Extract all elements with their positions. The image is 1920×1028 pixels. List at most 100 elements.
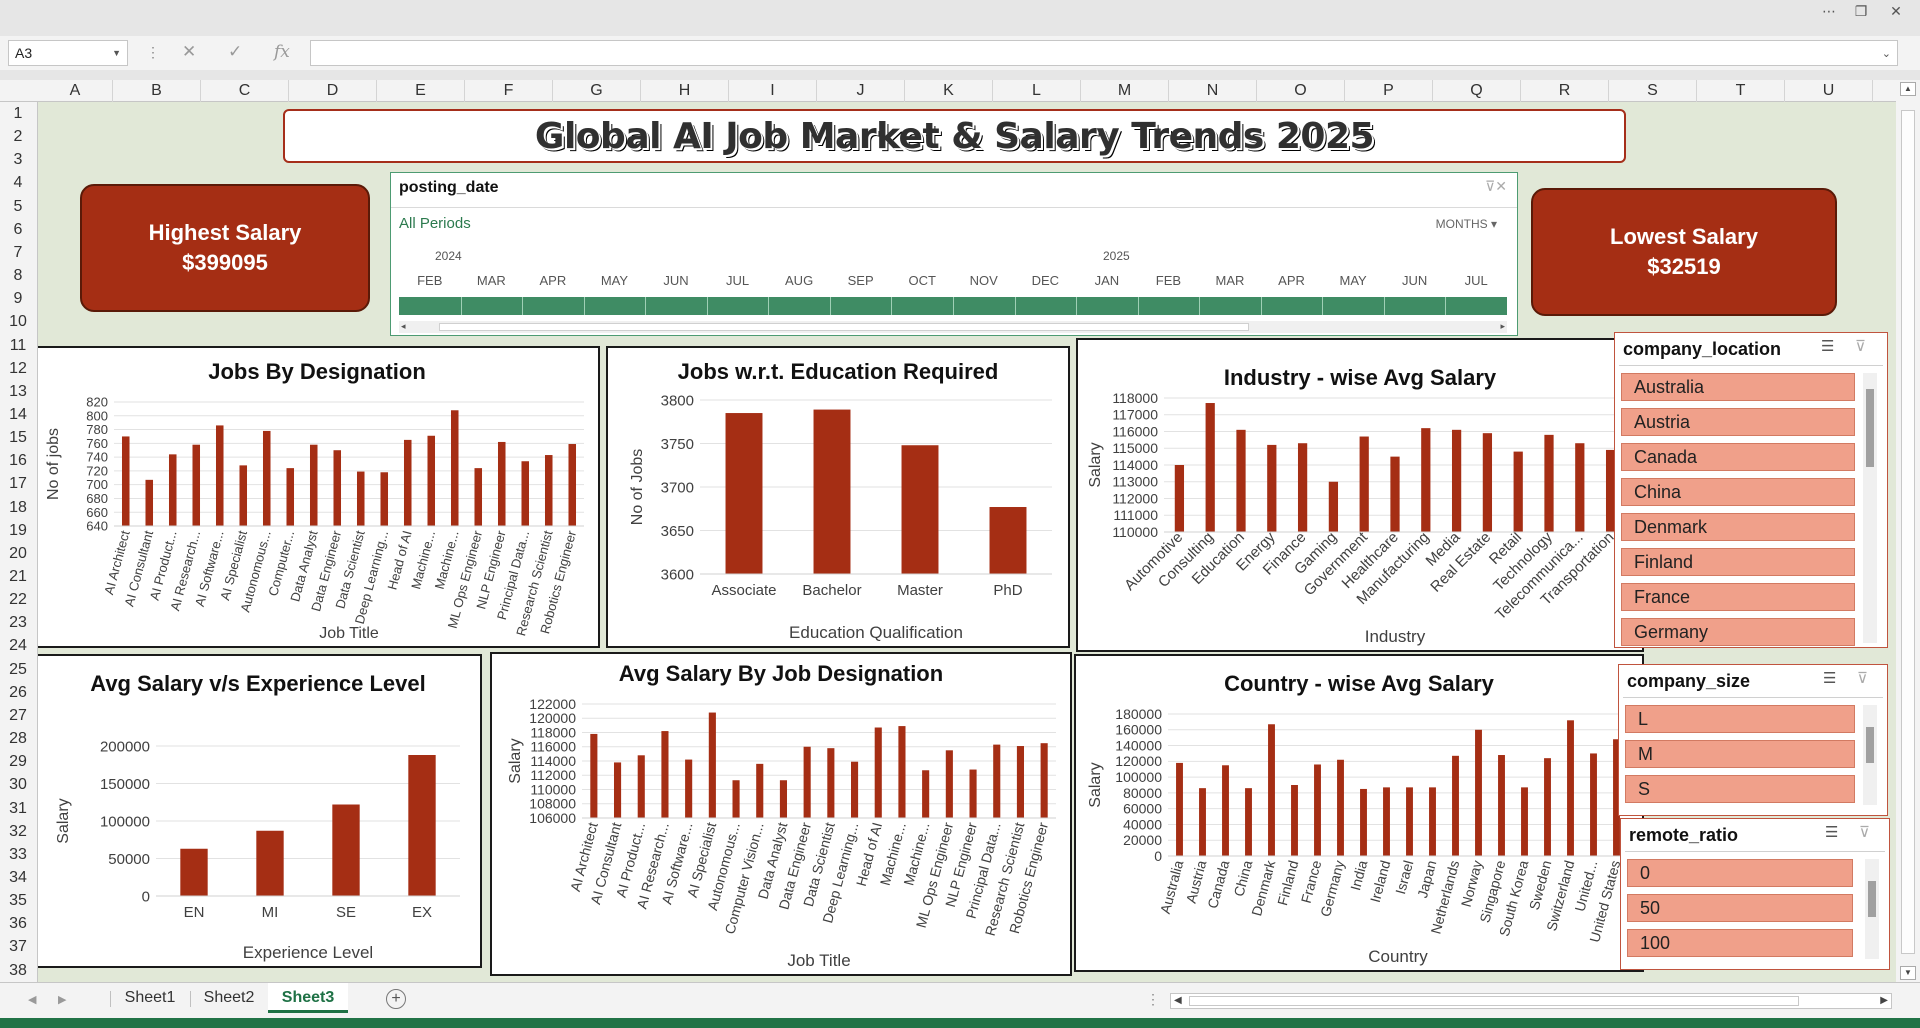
timeline-month[interactable]: MAY	[600, 273, 629, 288]
row-header[interactable]: 32	[9, 822, 27, 840]
row-header[interactable]: 3	[13, 151, 23, 169]
bar[interactable]	[1383, 787, 1390, 856]
column-header[interactable]: T	[1697, 80, 1785, 102]
scroll-down-icon[interactable]: ▼	[1900, 966, 1916, 980]
slicer-item[interactable]: M	[1625, 740, 1855, 768]
column-header[interactable]: I	[729, 80, 817, 102]
multi-select-icon[interactable]: ☰	[1825, 823, 1839, 841]
timeline-month[interactable]: JUN	[1402, 273, 1428, 288]
row-header[interactable]: 16	[9, 452, 27, 470]
timeline-month[interactable]: JUN	[663, 273, 689, 288]
bar[interactable]	[1297, 443, 1308, 532]
posting-date-timeline[interactable]: posting_date ⊽✕ All Periods MONTHS ▾ 202…	[390, 172, 1518, 336]
bar[interactable]	[1390, 456, 1400, 532]
row-header[interactable]: 30	[9, 776, 27, 794]
slicer-scroll-thumb[interactable]	[1866, 389, 1874, 467]
bar[interactable]	[1605, 449, 1616, 532]
bar[interactable]	[356, 471, 365, 526]
timeline-month[interactable]: FEB	[417, 273, 443, 288]
bar[interactable]	[989, 507, 1027, 574]
slicer-item[interactable]: S	[1625, 775, 1855, 803]
bar[interactable]	[1205, 403, 1215, 532]
tab-sheet1[interactable]: Sheet1	[124, 989, 176, 1006]
timeline-month[interactable]: SEP	[847, 273, 874, 288]
close-icon[interactable]: ✕	[1890, 4, 1902, 20]
bar[interactable]	[685, 759, 693, 818]
timeline-month[interactable]: MAY	[1339, 273, 1367, 288]
bar[interactable]	[1475, 729, 1482, 856]
slicer-scroll-thumb[interactable]	[1868, 881, 1876, 917]
slicer-item[interactable]: Finland	[1621, 548, 1855, 576]
bar[interactable]	[1406, 787, 1413, 856]
bar[interactable]	[813, 409, 851, 574]
column-header[interactable]: B	[113, 80, 201, 102]
row-header[interactable]: 25	[9, 660, 27, 678]
bar[interactable]	[332, 804, 360, 897]
column-header[interactable]: N	[1169, 80, 1257, 102]
bar[interactable]	[286, 468, 295, 526]
bar[interactable]	[1590, 753, 1597, 856]
formula-input[interactable]: ⌄	[310, 40, 1898, 66]
slicer-item[interactable]: 50	[1627, 894, 1853, 922]
timeline-scroll-thumb[interactable]	[439, 323, 1249, 331]
more-options-icon[interactable]: ⋯	[1822, 4, 1836, 20]
column-header[interactable]: U	[1785, 80, 1873, 102]
timeline-month[interactable]: DEC	[1031, 273, 1060, 288]
scroll-right-icon[interactable]: ▸	[1500, 321, 1505, 331]
timeline-month[interactable]: JAN	[1094, 273, 1120, 288]
bar[interactable]	[779, 780, 788, 818]
slicer-item[interactable]: Canada	[1621, 443, 1855, 471]
bar[interactable]	[708, 712, 716, 818]
column-header[interactable]: P	[1345, 80, 1433, 102]
row-header[interactable]: 4	[13, 174, 23, 192]
bar[interactable]	[1359, 436, 1369, 532]
scroll-up-icon[interactable]: ▲	[1900, 82, 1916, 96]
bar[interactable]	[1544, 434, 1554, 532]
bar[interactable]	[262, 430, 271, 526]
slicer-item[interactable]: France	[1621, 583, 1855, 611]
scroll-left-icon[interactable]: ◀	[1174, 995, 1182, 1006]
bar[interactable]	[1314, 764, 1321, 856]
row-header[interactable]: 24	[9, 637, 27, 655]
bar[interactable]	[333, 450, 342, 526]
row-header[interactable]: 7	[13, 243, 23, 261]
bar[interactable]	[168, 454, 177, 526]
bar[interactable]	[403, 439, 412, 526]
row-header[interactable]: 19	[9, 521, 27, 539]
row-header[interactable]: 27	[9, 706, 27, 724]
bar[interactable]	[1040, 743, 1048, 818]
bar[interactable]	[1016, 746, 1025, 818]
bar[interactable]	[898, 726, 906, 818]
row-header[interactable]: 9	[13, 290, 23, 308]
row-header[interactable]: 29	[9, 753, 27, 771]
bar[interactable]	[474, 468, 483, 526]
row-header[interactable]: 15	[9, 429, 27, 447]
row-header[interactable]: 33	[9, 845, 27, 863]
bar[interactable]	[1451, 429, 1462, 532]
multi-select-icon[interactable]: ☰	[1821, 337, 1835, 355]
multi-select-icon[interactable]: ☰	[1823, 669, 1837, 687]
timeline-month[interactable]: MAR	[476, 273, 506, 288]
slicer-item[interactable]: 0	[1627, 859, 1853, 887]
slicer-item[interactable]: L	[1625, 705, 1855, 733]
bar[interactable]	[803, 746, 811, 818]
timeline-month[interactable]: FEB	[1155, 273, 1182, 288]
vertical-scroll-thumb[interactable]	[1901, 110, 1915, 954]
slicer-item[interactable]: China	[1621, 478, 1855, 506]
row-header[interactable]: 26	[9, 683, 27, 701]
row-header[interactable]: 21	[9, 568, 27, 585]
row-header[interactable]: 8	[13, 267, 23, 285]
slicer-item[interactable]: Australia	[1621, 373, 1855, 401]
add-sheet-icon[interactable]: +	[386, 989, 406, 1009]
bar[interactable]	[1498, 755, 1505, 856]
bar[interactable]	[380, 472, 389, 526]
bar[interactable]	[1176, 762, 1183, 856]
bar[interactable]	[256, 830, 284, 896]
row-header[interactable]: 14	[9, 405, 27, 423]
cancel-icon[interactable]: ✕	[182, 42, 197, 62]
timeline-month[interactable]: NOV	[969, 273, 998, 288]
column-header[interactable]: J	[817, 80, 905, 102]
split-handle-icon[interactable]: ⋮	[1146, 991, 1160, 1007]
bar[interactable]	[1328, 481, 1339, 532]
bar[interactable]	[192, 444, 201, 526]
